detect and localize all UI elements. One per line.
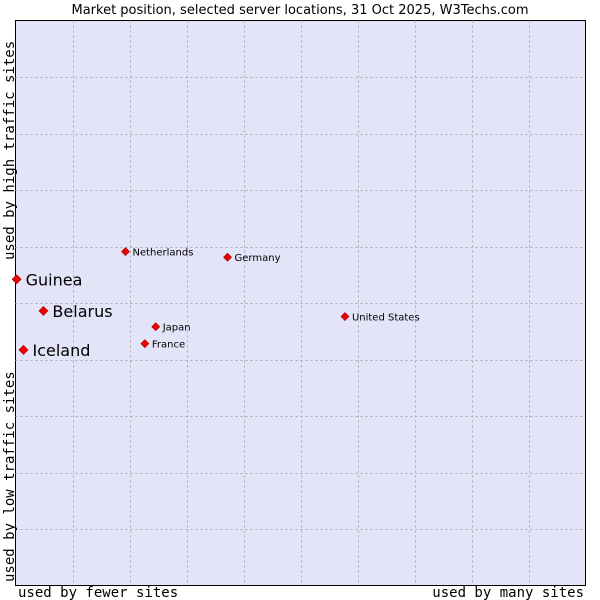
data-points: Netherlands Germany Guinea Belarus United St… xyxy=(11,247,420,360)
y-axis-label-bottom: used by low traffic sites xyxy=(2,371,18,582)
point-marker-france xyxy=(140,339,150,349)
grid xyxy=(15,20,586,586)
point-marker-japan xyxy=(151,322,161,332)
point-label-united-states: United States xyxy=(352,313,420,324)
point-label-france: France xyxy=(152,340,185,351)
point-marker-belarus xyxy=(38,305,49,316)
point-label-japan: Japan xyxy=(162,323,191,334)
chart-title: Market position, selected server locatio… xyxy=(71,3,528,18)
point-marker-guinea xyxy=(11,274,22,285)
point-label-guinea: Guinea xyxy=(26,270,83,289)
point-marker-united-states xyxy=(340,312,350,321)
point-label-iceland: Iceland xyxy=(32,341,90,360)
x-axis-label-right: used by many sites xyxy=(432,585,584,600)
y-axis-label-top: used by high traffic sites xyxy=(2,41,18,260)
point-label-netherlands: Netherlands xyxy=(133,248,194,259)
point-label-germany: Germany xyxy=(235,253,281,264)
point-label-belarus: Belarus xyxy=(52,302,112,321)
point-marker-netherlands xyxy=(121,247,130,257)
point-marker-iceland xyxy=(18,344,29,355)
point-marker-germany xyxy=(223,252,232,262)
x-axis-label-left: used by fewer sites xyxy=(18,585,178,600)
